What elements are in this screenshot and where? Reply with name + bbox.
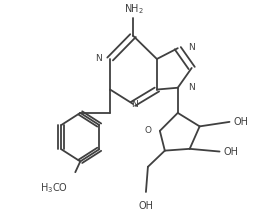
Text: H$_3$CO: H$_3$CO [40, 181, 68, 195]
Text: OH: OH [223, 146, 238, 157]
Text: N: N [188, 43, 195, 52]
Text: N: N [95, 54, 102, 64]
Text: NH$_2$: NH$_2$ [124, 2, 144, 16]
Text: N: N [188, 83, 195, 92]
Text: OH: OH [233, 117, 249, 127]
Text: OH: OH [138, 201, 153, 211]
Text: O: O [145, 126, 152, 135]
Text: N: N [132, 100, 138, 109]
